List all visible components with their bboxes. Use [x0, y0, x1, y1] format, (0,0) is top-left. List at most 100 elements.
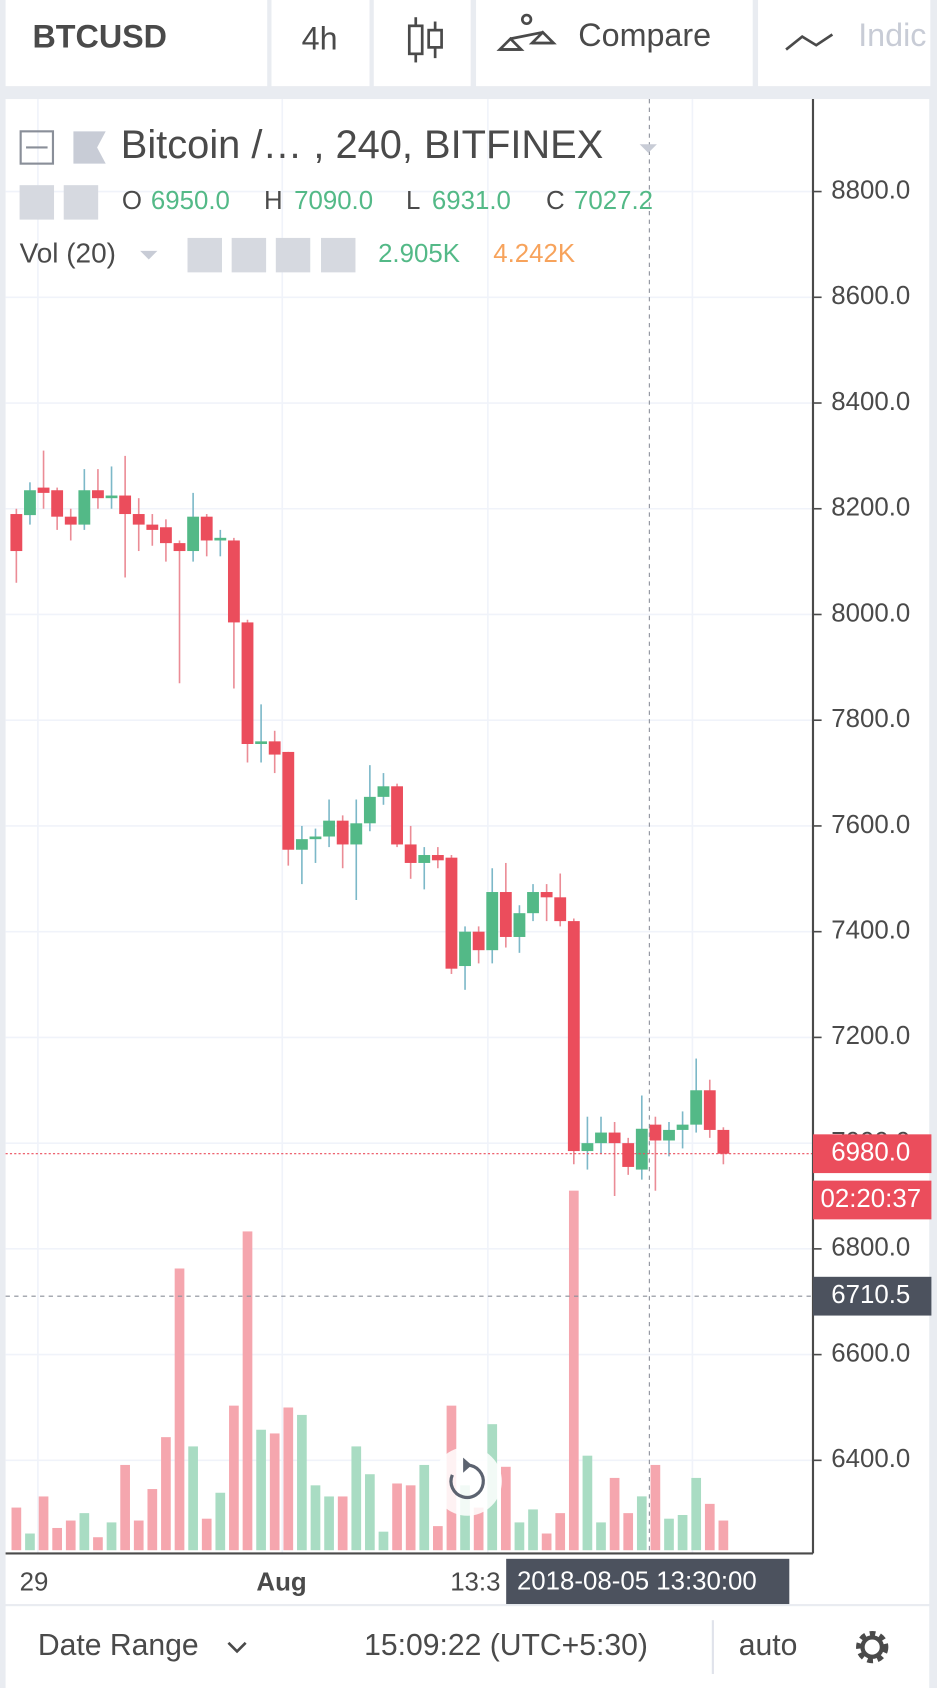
y-tick-label: 7600.0	[831, 811, 910, 839]
interval-button[interactable]	[271, 0, 370, 87]
volume-bar	[269, 1433, 280, 1551]
indicators-label: Indic	[858, 17, 926, 53]
volume-bar	[392, 1483, 402, 1551]
price-axis: 6400.06600.06800.07000.07200.07400.07600…	[812, 176, 910, 1473]
candle-body	[717, 1129, 730, 1154]
y-tick-label: 7200.0	[831, 1022, 910, 1050]
ohlc-value: 7027.2	[574, 187, 653, 215]
legend-dropdown[interactable]	[639, 144, 657, 153]
candle-body	[608, 1132, 621, 1144]
candle-body	[282, 751, 295, 850]
scale-mode[interactable]: auto	[739, 1629, 798, 1662]
volume-bar	[582, 1455, 593, 1551]
reset-icon-arrow	[463, 1457, 472, 1473]
candle-body	[363, 796, 376, 824]
y-tick-label: 6600.0	[831, 1339, 910, 1367]
compare-button[interactable]	[476, 0, 753, 87]
countdown: 02:20:37	[821, 1185, 922, 1213]
candle-body	[132, 514, 145, 525]
settings-gear[interactable]	[856, 1630, 889, 1664]
candle-body	[513, 913, 526, 937]
volume-bar	[256, 1429, 266, 1551]
volume-bar	[514, 1522, 525, 1551]
candle-body	[350, 823, 363, 845]
ohlc-value: 6950.0	[151, 187, 230, 215]
date-range-chevron	[227, 1641, 247, 1654]
volume-bar	[609, 1477, 620, 1551]
volume-bar	[52, 1527, 62, 1551]
chart-panel	[5, 99, 930, 1605]
crosshair-time: 2018-08-05 13:30:00	[517, 1567, 757, 1595]
candle-body	[268, 741, 281, 755]
symbol-button[interactable]	[5, 0, 268, 87]
crosshair-price: 6710.5	[831, 1281, 910, 1309]
candles	[10, 450, 730, 1197]
volume-dropdown[interactable]	[140, 250, 158, 260]
clock: 15:09:22 (UTC+5:30)	[364, 1629, 648, 1662]
candle-body	[676, 1124, 689, 1130]
compare-icon	[496, 13, 557, 51]
y-tick-label: 8200.0	[831, 494, 910, 522]
candle-body	[499, 892, 512, 937]
y-tick-label: 8000.0	[831, 599, 910, 627]
volume-bar	[528, 1509, 538, 1551]
candle-body	[24, 490, 36, 516]
volume-bar	[405, 1485, 416, 1551]
ohlc-key: O	[122, 187, 142, 215]
settings-icon[interactable]	[231, 237, 267, 273]
eye-icon[interactable]	[19, 185, 55, 220]
remove-icon[interactable]	[321, 237, 356, 273]
indicators-button[interactable]	[758, 0, 931, 87]
candle-body	[336, 820, 349, 845]
settings-icon[interactable]	[63, 185, 99, 220]
volume-bar	[664, 1518, 674, 1551]
date-range[interactable]: Date Range	[38, 1629, 199, 1662]
grid	[5, 99, 813, 1554]
y-tick-label: 8800.0	[831, 176, 910, 204]
volume-bar	[38, 1496, 49, 1551]
volume-bar	[106, 1522, 117, 1551]
candle-body	[92, 490, 104, 499]
candle-body	[78, 490, 91, 525]
collapse-icon[interactable]	[19, 130, 55, 165]
x-tick-label: 29	[20, 1568, 49, 1596]
y-tick-label: 7800.0	[831, 705, 910, 733]
last-price-box	[812, 1134, 932, 1174]
volume-bar	[623, 1513, 634, 1551]
candle-body	[214, 537, 227, 541]
volume-bar	[419, 1464, 430, 1551]
volume-bar	[242, 1231, 253, 1551]
flag-icon[interactable]	[73, 131, 106, 164]
candle-icon	[407, 17, 443, 63]
countdown-box	[812, 1180, 932, 1220]
candle-body	[690, 1090, 703, 1125]
candle-body	[391, 786, 403, 845]
candle-body	[431, 855, 444, 861]
reset-button[interactable]	[432, 1446, 502, 1516]
volume-bar	[650, 1464, 661, 1551]
volume-ma: 4.242K	[493, 240, 575, 268]
volume-bar	[297, 1414, 307, 1551]
volume-bar	[473, 1507, 484, 1551]
volume-value: 2.905K	[378, 240, 460, 268]
candle-body	[187, 516, 200, 552]
y-tick-label: 6800.0	[831, 1234, 910, 1262]
add-icon[interactable]	[275, 237, 311, 273]
volume-bar	[324, 1496, 334, 1551]
last-price: 6980.0	[831, 1139, 910, 1167]
ohlc-value: 6931.0	[432, 187, 511, 215]
volume-bar	[337, 1496, 348, 1551]
volume-bar	[541, 1533, 552, 1551]
volume-title: Vol (20)	[20, 238, 116, 269]
volume-bar	[229, 1405, 239, 1551]
candle-body	[472, 931, 485, 951]
candle-body	[595, 1132, 607, 1144]
candle-body	[445, 857, 458, 969]
eye-icon[interactable]	[187, 237, 222, 273]
candle-body	[51, 490, 64, 517]
x-tick-label: 13:3	[450, 1568, 500, 1596]
volume-bar	[215, 1492, 226, 1551]
candle-body	[119, 495, 132, 515]
y-tick-label: 6400.0	[831, 1445, 910, 1473]
